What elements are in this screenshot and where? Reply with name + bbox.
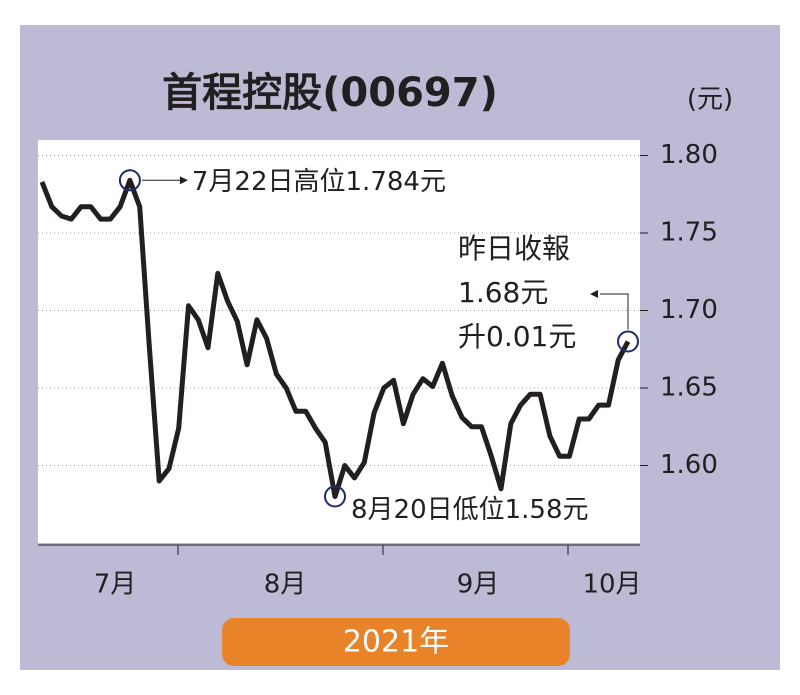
high-marker <box>118 169 141 192</box>
last-marker <box>617 330 639 353</box>
annotation-arrow <box>600 293 629 330</box>
annotation-last: 昨日收報 <box>458 232 570 265</box>
x-tick-label: 7月 <box>94 570 137 600</box>
unit-label: (元) <box>687 85 733 115</box>
annotation-last: 升0.01元 <box>458 320 576 353</box>
chart-title: 首程控股(00697) <box>162 70 498 116</box>
annotation-last: 1.68元 <box>458 276 548 309</box>
arrow-head <box>179 176 188 185</box>
y-tick-label: 1.60 <box>660 450 718 480</box>
arrow-head <box>590 290 598 298</box>
annotation-low: 8月20日低位1.58元 <box>351 495 589 525</box>
footer: 2021年 <box>343 625 449 660</box>
x-tick-label: 10月 <box>582 570 641 600</box>
annotation-high: 7月22日高位1.784元 <box>192 167 446 197</box>
x-tick-label: 8月 <box>264 570 307 600</box>
low-marker <box>324 485 346 508</box>
y-tick-label: 1.65 <box>660 373 718 403</box>
price-line <box>39 177 631 499</box>
y-tick-label: 1.80 <box>660 140 718 170</box>
y-tick-label: 1.70 <box>660 295 718 325</box>
footer-badge <box>222 618 570 666</box>
x-tick-label: 9月 <box>457 570 500 600</box>
y-tick-label: 1.75 <box>660 218 718 248</box>
